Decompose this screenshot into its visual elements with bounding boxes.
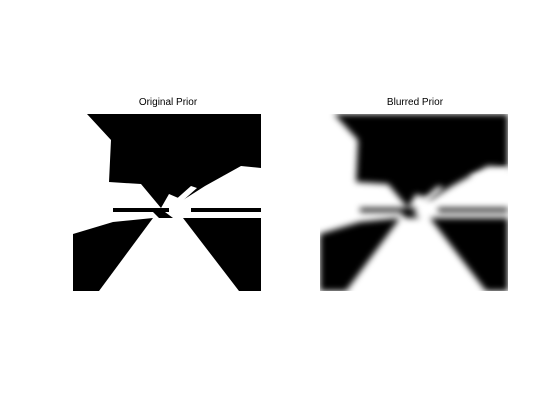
blurred-prior-image bbox=[320, 114, 508, 291]
panel-title-blurred: Blurred Prior bbox=[386, 97, 444, 108]
image-foreground bbox=[320, 114, 508, 291]
panel-title-original: Original Prior bbox=[138, 97, 198, 108]
original-prior-image bbox=[73, 114, 261, 291]
image-foreground bbox=[73, 114, 261, 291]
